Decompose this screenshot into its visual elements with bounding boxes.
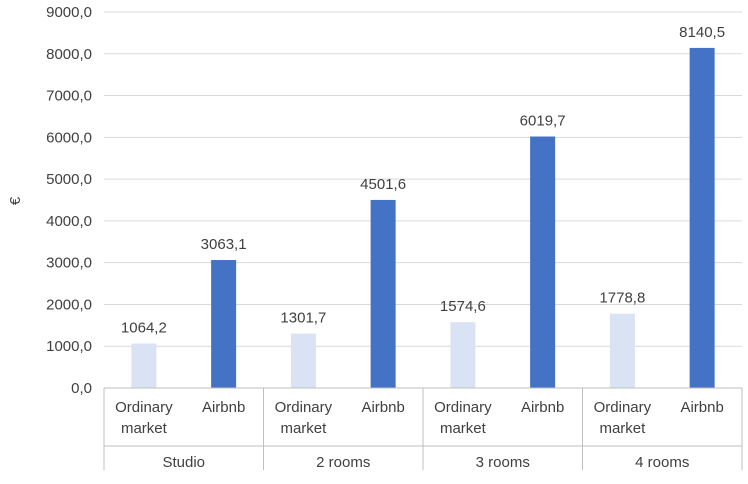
x-sub-label: Ordinary — [434, 399, 492, 416]
y-tick-label: 1000,0 — [46, 338, 92, 355]
y-tick-label: 0,0 — [71, 380, 92, 397]
gridlines — [104, 11, 742, 347]
y-tick-label: 3000,0 — [46, 255, 92, 272]
x-sub-label: Airbnb — [521, 399, 564, 416]
data-labels: 1064,2 1301,7 1574,6 1778,8 3063,1 4501,6 6019… — [121, 24, 725, 337]
x-group-label: 4 rooms — [635, 454, 689, 471]
y-tick-label: 6000,0 — [46, 129, 92, 146]
x-group-label: 2 rooms — [316, 454, 370, 471]
y-tick-label: 7000,0 — [46, 88, 92, 105]
data-label: 1064,2 — [121, 320, 167, 337]
x-sub-label: Ordinary — [275, 399, 333, 416]
x-sub-label: market — [599, 420, 646, 437]
bars — [131, 47, 715, 389]
x-axis: Ordinary market Airbnb Studio Ordinary market… — [103, 387, 743, 471]
bar — [450, 322, 476, 388]
x-group-label: 3 rooms — [476, 454, 530, 471]
x-group-label: Studio — [162, 454, 205, 471]
data-label: 6019,7 — [520, 113, 566, 130]
bar — [370, 199, 396, 388]
bar — [290, 333, 316, 388]
bar — [530, 136, 556, 388]
y-tick-label: 2000,0 — [46, 296, 92, 313]
bar — [609, 313, 635, 388]
y-tick-label: 9000,0 — [46, 4, 92, 21]
data-label: 1574,6 — [440, 298, 486, 315]
x-sub-label: market — [121, 420, 168, 437]
bar — [689, 47, 715, 389]
bar — [131, 343, 157, 388]
data-label: 8140,5 — [679, 24, 725, 41]
data-label: 1778,8 — [599, 290, 645, 307]
y-tick-label: 4000,0 — [46, 213, 92, 230]
x-sub-label: Airbnb — [361, 399, 404, 416]
data-label: 4501,6 — [360, 176, 406, 193]
data-label: 3063,1 — [201, 236, 247, 253]
y-tick-label: 8000,0 — [46, 46, 92, 63]
y-axis-label: € — [7, 196, 24, 205]
x-sub-label: Ordinary — [115, 399, 173, 416]
x-sub-label: market — [280, 420, 327, 437]
x-sub-label: Airbnb — [680, 399, 723, 416]
x-sub-label: market — [440, 420, 487, 437]
data-label: 1301,7 — [280, 310, 326, 327]
y-axis-ticks: 0,0 1000,0 2000,0 3000,0 4000,0 5000,0 6000,0 7… — [46, 4, 92, 397]
bar — [211, 260, 237, 388]
y-tick-label: 5000,0 — [46, 171, 92, 188]
x-sub-label: Ordinary — [594, 399, 652, 416]
x-sub-label: Airbnb — [202, 399, 245, 416]
